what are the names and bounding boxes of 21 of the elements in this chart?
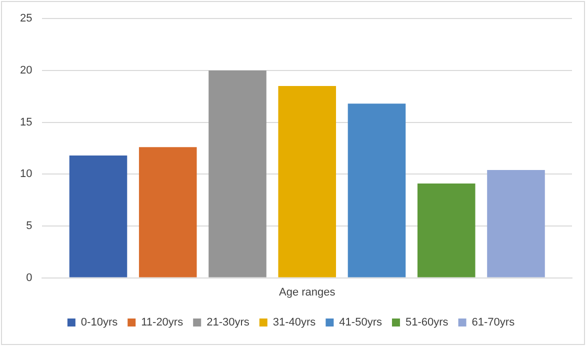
bar xyxy=(417,183,476,278)
bar xyxy=(208,70,266,278)
legend-label: 51-60yrs xyxy=(405,316,449,329)
y-tick-label: 15 xyxy=(20,116,32,128)
y-tick-label: 10 xyxy=(20,168,32,180)
y-tick-label: 25 xyxy=(20,12,32,25)
y-tick-label: 0 xyxy=(26,272,32,284)
bar xyxy=(348,104,406,278)
y-tick-label: 20 xyxy=(20,64,32,76)
legend-label: 11-20yrs xyxy=(141,316,184,329)
legend-label: 41-50yrs xyxy=(339,316,382,329)
legend-label: 31-40yrs xyxy=(272,316,316,329)
bar xyxy=(278,86,336,278)
x-tick-label: Age ranges xyxy=(278,286,336,298)
y-tick-label: 5 xyxy=(26,220,32,232)
legend-label: 0-10yrs xyxy=(80,316,118,329)
legend-label: 61-70yrs xyxy=(472,316,516,329)
bar xyxy=(487,170,545,278)
bar xyxy=(138,147,197,278)
legend-label: 21-30yrs xyxy=(206,316,250,329)
bar xyxy=(69,155,128,278)
